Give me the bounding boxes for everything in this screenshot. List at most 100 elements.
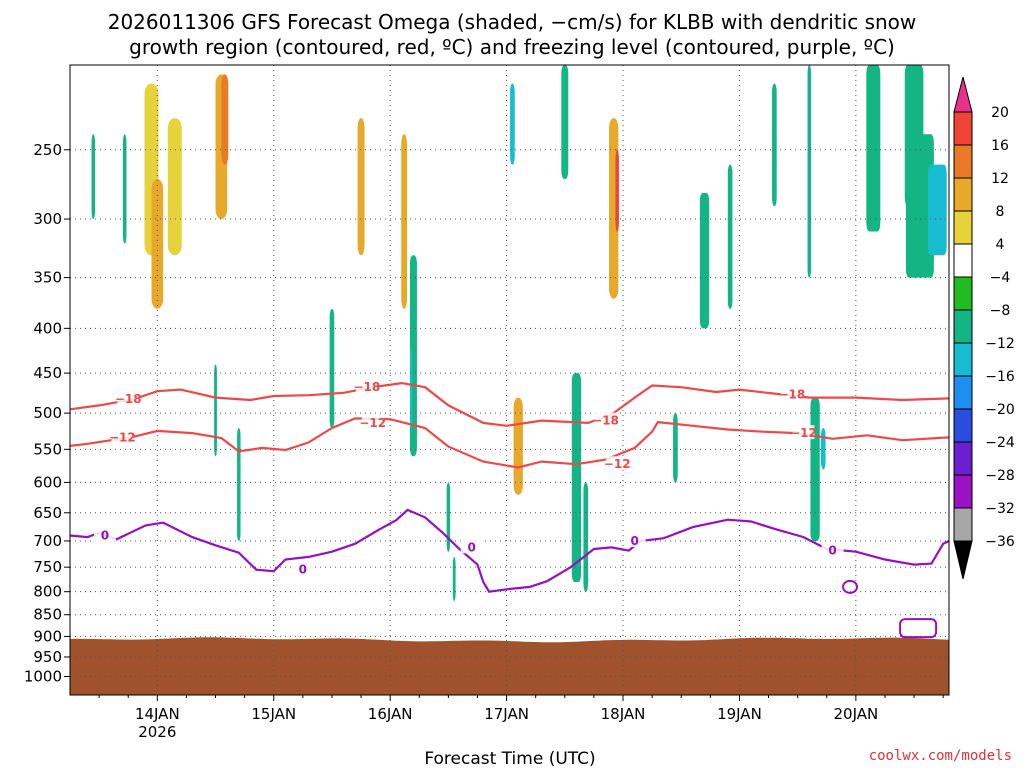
x-axis-label: Forecast Time (UTC) <box>424 749 595 768</box>
y-tick-label-450: 450 <box>33 364 62 382</box>
x-tick-label-18: 18JAN <box>601 705 646 723</box>
omega-blob-23 <box>615 149 619 232</box>
omega-sink-blob-16 <box>772 83 777 207</box>
colorbar-swatch-1 <box>953 111 973 146</box>
colorbar-swatch-8 <box>953 342 973 377</box>
y-tick-label-900: 900 <box>33 627 62 645</box>
contour-layer: −18 −18 −18 −18 −12 −12 −12 −12 0 0 0 0 0 <box>70 379 949 639</box>
omega-blob-20 <box>561 101 580 429</box>
contour-label-text: 0 <box>630 534 638 548</box>
plot-frame <box>69 64 950 696</box>
contour-label-text: −18 <box>115 392 142 406</box>
omega-sink-blob-18 <box>810 397 820 541</box>
omega-sink-blob-19 <box>820 428 826 470</box>
omega-sink-blob-8 <box>452 556 456 602</box>
x-tick-label-14: 14JAN <box>135 705 180 723</box>
contour-label-text: 0 <box>467 540 475 554</box>
omega-sink-blob-9 <box>561 65 569 180</box>
contour-label-1: −18 <box>353 379 380 394</box>
grid-layer <box>70 65 949 695</box>
contour-label-text: 0 <box>828 544 836 558</box>
y-tick-label-350: 350 <box>33 269 62 287</box>
y-tick-label-400: 400 <box>33 319 62 337</box>
contour-label-10: 0 <box>460 539 483 554</box>
colorbar-swatch-5 <box>953 243 973 278</box>
y-axis: 250 300 350 400 450 500 550 600 650 700 750 800 850 9… <box>24 141 70 685</box>
y-tick-label-750: 750 <box>33 558 62 576</box>
colorbar: 20 16 12 8 4 −4 −8 −12 −16 −20 −24 −28 −32 −36 <box>953 76 1015 580</box>
contour-label-0: −18 <box>115 391 142 406</box>
omega-blob-16 <box>442 101 455 398</box>
chart-title-line-2: growth region (contoured, red, ºC) and f… <box>129 35 895 59</box>
colorbar-swatch-2 <box>953 144 973 179</box>
omega-blob-18 <box>500 219 525 552</box>
omega-blob-12 <box>351 65 371 450</box>
contour-line--12 <box>70 417 949 469</box>
y-tick-label-650: 650 <box>33 504 62 522</box>
contour-label-4: −12 <box>109 429 136 444</box>
y-tick-label-950: 950 <box>33 648 62 666</box>
colorbar-swatch-7 <box>953 309 973 344</box>
chart-title-line-1: 2026011306 GFS Forecast Omega (shaded, −… <box>108 10 917 34</box>
x-tick-sublabel-14: 2026 <box>138 723 176 741</box>
y-tick-label-600: 600 <box>33 473 62 491</box>
omega-sink-blob-23 <box>928 164 947 256</box>
contour-label-6: −12 <box>604 456 631 471</box>
omega-blob-15 <box>401 134 408 309</box>
y-tick-label-550: 550 <box>33 440 62 458</box>
omega-blob-24 <box>641 219 651 398</box>
colorbar-label-4: 4 <box>996 237 1005 253</box>
contour-label-text: −12 <box>109 430 136 444</box>
omega-blob-27 <box>758 192 768 289</box>
colorbar-label-2: 12 <box>991 171 1009 187</box>
omega-sink-blob-10 <box>510 83 515 165</box>
colorbar-label-9: −20 <box>985 402 1015 418</box>
omega-blob-5 <box>167 118 182 256</box>
colorbar-label-1: 16 <box>991 138 1009 154</box>
omega-shading-layer <box>75 65 947 602</box>
omega-sink-blob-0 <box>91 134 96 220</box>
contour-line-0 <box>70 508 949 593</box>
omega-sink-blob-12 <box>583 482 589 592</box>
x-tick-label-19: 19JAN <box>717 705 762 723</box>
colorbar-swatch-10 <box>953 408 973 443</box>
contour-loop-0-b <box>899 618 938 639</box>
omega-sink-blob-15 <box>727 164 733 309</box>
omega-sink-blob-1 <box>122 134 127 244</box>
omega-sink-blob-22 <box>905 134 934 278</box>
omega-blob-8 <box>221 74 229 165</box>
contour-label-9: 0 <box>291 561 314 577</box>
omega-sink-blob-2 <box>214 364 217 457</box>
omega-sink-blob-4 <box>329 308 335 429</box>
contour-label-text: −18 <box>353 380 380 394</box>
colorbar-swatch-top <box>953 76 973 113</box>
colorbar-label-8: −16 <box>985 369 1015 385</box>
credit-text: coolwx.com/models <box>869 748 1012 764</box>
x-tick-label-17: 17JAN <box>484 705 529 723</box>
colorbar-label-6: −8 <box>990 303 1011 319</box>
y-tick-label-700: 700 <box>33 532 62 550</box>
omega-sink-blob-13 <box>673 413 678 483</box>
contour-label-2: −18 <box>592 412 619 428</box>
contour-label-bg <box>780 386 803 401</box>
x-tick-label-15: 15JAN <box>251 705 296 723</box>
omega-sink-blob-7 <box>446 482 451 552</box>
omega-blob-9 <box>244 149 257 414</box>
contour-label-bg <box>361 414 384 429</box>
colorbar-label-3: 8 <box>996 204 1005 220</box>
colorbar-label-10: −24 <box>985 435 1015 451</box>
contour-label-text: −18 <box>592 414 619 428</box>
contour-label-7: −12 <box>790 425 817 440</box>
omega-sink-blob-17 <box>807 65 812 278</box>
y-tick-label-300: 300 <box>33 210 62 228</box>
omega-sink-blob-14 <box>699 192 710 329</box>
omega-blob-4 <box>151 179 164 309</box>
contour-label-text: −12 <box>604 457 631 471</box>
contour-label-text: −18 <box>778 387 805 401</box>
terrain-layer <box>70 637 949 695</box>
contour-label-3: −18 <box>778 386 805 401</box>
omega-blob-0 <box>75 118 88 483</box>
y-tick-label-500: 500 <box>33 404 62 422</box>
